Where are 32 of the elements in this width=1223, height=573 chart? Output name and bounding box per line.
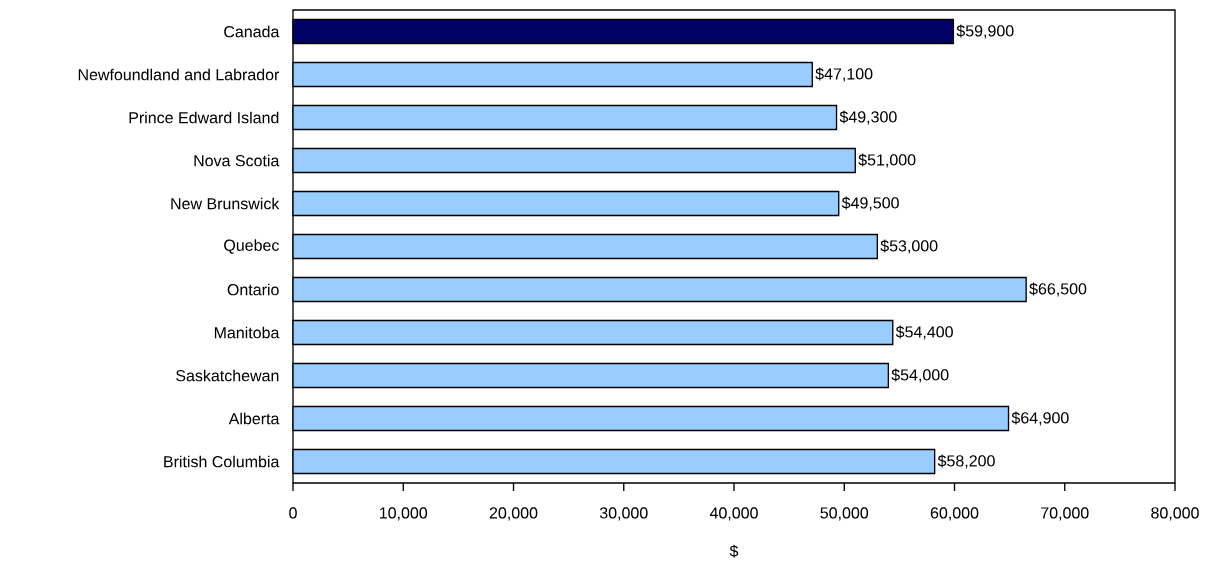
y-tick-label: Canada xyxy=(224,25,280,38)
x-tick-label: 30,000 xyxy=(599,507,648,521)
y-tick-label: Quebec xyxy=(224,239,279,254)
data-label: $54,000 xyxy=(891,368,949,383)
x-tick-label: 0 xyxy=(289,507,297,519)
x-tick-label: 60,000 xyxy=(930,507,979,521)
y-tick-label: British Columbia xyxy=(164,455,280,468)
x-tick-label: 20,000 xyxy=(489,507,538,521)
y-tick-label: Prince Edward Island xyxy=(129,111,279,124)
data-label: $54,400 xyxy=(895,325,953,340)
y-tick-label: Alberta xyxy=(228,412,280,425)
x-tick-label: 50,000 xyxy=(820,507,869,521)
data-label: $58,200 xyxy=(937,454,995,469)
data-label: $66,500 xyxy=(1029,282,1087,297)
y-tick-label: Nova Scotia xyxy=(194,154,280,167)
x-tick-label: 10,000 xyxy=(380,507,428,521)
y-tick-label: New Brunswick xyxy=(171,197,280,210)
data-label: $59,900 xyxy=(956,24,1014,39)
data-label: $64,900 xyxy=(1011,411,1069,426)
data-label: $51,000 xyxy=(858,153,916,168)
x-axis-title: $ xyxy=(729,544,739,558)
x-tick-label: 70,000 xyxy=(1041,507,1089,521)
x-tick-label: 80,000 xyxy=(1151,507,1199,521)
x-tick-label: 40,000 xyxy=(709,507,758,521)
y-tick-label: Newfoundland and Labrador xyxy=(78,68,280,81)
y-tick-label: Saskatchewan xyxy=(176,369,279,382)
y-tick-label: Ontario xyxy=(227,283,279,296)
y-tick-label: Manitoba xyxy=(214,326,280,339)
data-label: $53,000 xyxy=(880,239,938,254)
data-label: $49,500 xyxy=(841,196,899,211)
data-label: $49,300 xyxy=(839,110,897,125)
data-label: $47,100 xyxy=(815,67,873,82)
